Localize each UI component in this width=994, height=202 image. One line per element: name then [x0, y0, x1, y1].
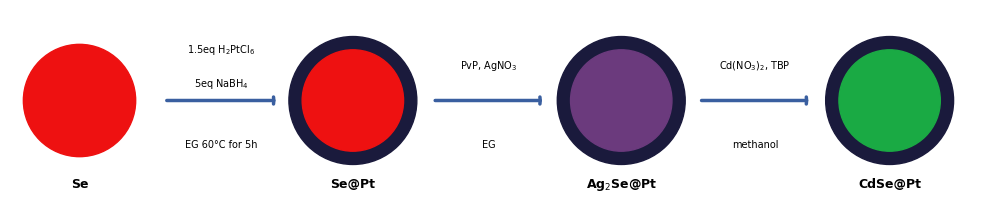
Text: Cd(NO$_3$)$_2$, TBP: Cd(NO$_3$)$_2$, TBP	[720, 59, 790, 73]
Ellipse shape	[826, 37, 953, 165]
Text: 1.5eq H$_2$PtCl$_6$: 1.5eq H$_2$PtCl$_6$	[187, 43, 255, 57]
Ellipse shape	[302, 50, 404, 152]
Ellipse shape	[289, 37, 416, 165]
Text: EG 60°C for 5h: EG 60°C for 5h	[185, 139, 257, 149]
Ellipse shape	[558, 37, 685, 165]
Text: Se: Se	[71, 177, 88, 190]
Text: PvP, AgNO$_3$: PvP, AgNO$_3$	[460, 59, 517, 73]
Ellipse shape	[571, 50, 672, 152]
Text: Ag$_2$Se@Pt: Ag$_2$Se@Pt	[585, 176, 657, 192]
Ellipse shape	[24, 45, 135, 157]
Text: Se@Pt: Se@Pt	[330, 177, 376, 190]
Text: EG: EG	[482, 139, 495, 149]
Text: methanol: methanol	[732, 139, 778, 149]
Text: CdSe@Pt: CdSe@Pt	[858, 177, 921, 190]
Text: 5eq NaBH$_4$: 5eq NaBH$_4$	[194, 77, 248, 91]
Ellipse shape	[839, 50, 940, 152]
